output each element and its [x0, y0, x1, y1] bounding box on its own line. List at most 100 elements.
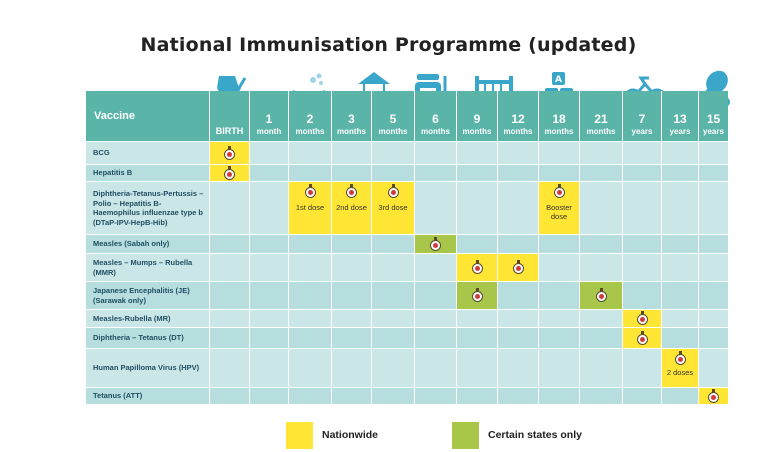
age-number: 15 — [706, 112, 721, 126]
table-row: Human Papilloma Virus (HPV) 2 doses — [86, 349, 728, 387]
empty-cell — [414, 310, 456, 327]
age-header-18-months: 18 months — [538, 91, 579, 141]
empty-cell — [371, 142, 414, 164]
empty-cell — [331, 142, 371, 164]
legend-swatch-certain-states — [452, 422, 479, 449]
dose-cell — [209, 142, 249, 164]
empty-cell — [456, 310, 497, 327]
empty-cell — [288, 165, 331, 181]
empty-cell — [371, 282, 414, 309]
empty-cell — [331, 310, 371, 327]
empty-cell — [661, 142, 698, 164]
empty-cell — [371, 310, 414, 327]
dose-cell — [698, 388, 728, 404]
vaccine-drop-icon — [471, 260, 483, 274]
empty-cell — [538, 165, 579, 181]
empty-cell — [414, 349, 456, 387]
vaccine-name: Japanese Encephalitis (JE) (Sarawak only… — [86, 282, 209, 309]
empty-cell — [288, 282, 331, 309]
empty-cell — [698, 165, 728, 181]
empty-cell — [331, 254, 371, 281]
empty-cell — [249, 349, 288, 387]
empty-cell — [414, 182, 456, 234]
empty-cell — [698, 349, 728, 387]
empty-cell — [209, 235, 249, 253]
empty-cell — [497, 282, 538, 309]
empty-cell — [209, 254, 249, 281]
vaccine-drop-icon — [674, 351, 686, 365]
table-row: Diphtheria – Tetanus (DT) — [86, 328, 728, 348]
empty-cell — [209, 310, 249, 327]
vaccine-name: Diphtheria-Tetanus-Pertussis – Polio – H… — [86, 182, 209, 234]
dose-cell: Booster dose — [538, 182, 579, 234]
dose-note: 2nd dose — [336, 203, 367, 212]
age-unit: months — [503, 127, 533, 136]
vaccine-column-header: Vaccine — [86, 91, 209, 141]
empty-cell — [209, 349, 249, 387]
empty-cell — [497, 310, 538, 327]
empty-cell — [249, 165, 288, 181]
page-title: National Immunisation Programme (updated… — [140, 34, 637, 56]
age-number: 21 — [594, 112, 608, 126]
empty-cell — [579, 388, 622, 404]
empty-cell — [661, 310, 698, 327]
table-row: Measles – Mumps – Rubella (MMR) — [86, 254, 728, 281]
empty-cell — [371, 388, 414, 404]
empty-cell — [538, 388, 579, 404]
vaccine-name: Diphtheria – Tetanus (DT) — [86, 328, 209, 348]
empty-cell — [249, 310, 288, 327]
age-unit: months — [586, 127, 616, 136]
age-number: 1 — [265, 112, 273, 126]
empty-cell — [698, 142, 728, 164]
empty-cell — [249, 328, 288, 348]
age-unit: years — [703, 127, 724, 136]
empty-cell — [371, 165, 414, 181]
vaccine-name: Measles – Mumps – Rubella (MMR) — [86, 254, 209, 281]
vaccine-name: Human Papilloma Virus (HPV) — [86, 349, 209, 387]
empty-cell — [622, 254, 661, 281]
vaccine-drop-icon — [512, 260, 524, 274]
empty-cell — [579, 142, 622, 164]
empty-cell — [249, 254, 288, 281]
age-unit: months — [421, 127, 450, 136]
empty-cell — [249, 282, 288, 309]
legend-label-nationwide: Nationwide — [322, 429, 379, 441]
empty-cell — [661, 328, 698, 348]
dose-cell — [456, 282, 497, 309]
empty-cell — [538, 282, 579, 309]
vaccine-drop-icon — [346, 184, 357, 198]
empty-cell — [698, 182, 728, 234]
vaccine-name: Tetanus (ATT) — [86, 388, 209, 404]
table-row: BCG — [86, 142, 728, 164]
empty-cell — [622, 282, 661, 309]
empty-cell — [456, 142, 497, 164]
empty-cell — [288, 328, 331, 348]
empty-cell — [579, 328, 622, 348]
empty-cell — [288, 310, 331, 327]
dose-note: 3rd dose — [378, 203, 408, 212]
vaccine-name: Hepatitis B — [86, 165, 209, 181]
empty-cell — [698, 235, 728, 253]
empty-cell — [331, 349, 371, 387]
age-number: 18 — [552, 112, 566, 126]
empty-cell — [209, 388, 249, 404]
age-header-birth: BIRTH — [209, 91, 249, 141]
vaccine-drop-icon — [304, 184, 316, 198]
empty-cell — [661, 235, 698, 253]
vaccine-drop-icon — [387, 184, 399, 198]
age-unit: years — [631, 127, 653, 136]
empty-cell — [538, 235, 579, 253]
table-row: Tetanus (ATT) — [86, 388, 728, 404]
age-number: 2 — [306, 112, 314, 126]
empty-cell — [622, 182, 661, 234]
age-header-6-months: 6 months — [414, 91, 456, 141]
empty-cell — [538, 310, 579, 327]
empty-cell — [331, 388, 371, 404]
empty-cell — [414, 254, 456, 281]
age-unit: months — [295, 127, 325, 136]
empty-cell — [698, 310, 728, 327]
age-header-5-months: 5 months — [371, 91, 414, 141]
dose-cell: 1st dose — [288, 182, 331, 234]
empty-cell — [209, 182, 249, 234]
empty-cell — [249, 182, 288, 234]
